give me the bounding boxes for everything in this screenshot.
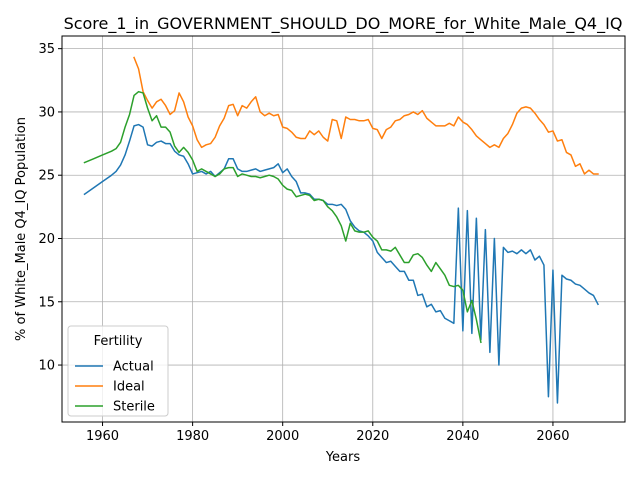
- legend-label-sterile: Sterile: [113, 400, 155, 415]
- y-axis-ticks: 10 15 20 25 30 35: [38, 42, 62, 374]
- y-tick-label: 20: [38, 232, 55, 247]
- legend-title: Fertility: [94, 334, 143, 349]
- plot-frame: [61, 35, 626, 423]
- legend-items: Actual Ideal Sterile: [75, 360, 155, 415]
- series-line-ideal: [133, 56, 599, 175]
- legend-label-actual: Actual: [113, 360, 154, 375]
- x-tick-label: 2040: [446, 429, 479, 444]
- legend-label-ideal: Ideal: [113, 380, 145, 395]
- x-tick-label: 2020: [356, 429, 389, 444]
- legend: Fertility Actual Ideal Sterile: [67, 325, 169, 417]
- x-tick-label: 2060: [536, 429, 569, 444]
- y-tick-label: 15: [38, 295, 55, 310]
- x-tick-label: 2000: [266, 429, 299, 444]
- y-tick-label: 10: [38, 359, 55, 374]
- x-axis-ticks: 1960 1980 2000 2020 2040 2060: [86, 422, 569, 444]
- chart-title: Score_1_in_GOVERNMENT_SHOULD_DO_MORE_for…: [64, 14, 623, 34]
- y-tick-label: 25: [38, 169, 55, 184]
- x-axis-title: Years: [325, 450, 361, 465]
- y-tick-label: 30: [38, 105, 55, 120]
- series-line-sterile: [83, 90, 482, 344]
- grid-lines: [62, 36, 625, 422]
- series-lines: [83, 56, 599, 404]
- x-tick-label: 1960: [86, 429, 119, 444]
- series-line-actual: [83, 123, 599, 404]
- y-tick-label: 35: [38, 42, 55, 57]
- y-axis-title: % of White_Male Q4_IQ Population: [14, 117, 29, 341]
- x-tick-label: 1980: [176, 429, 209, 444]
- legend-box: [67, 325, 169, 417]
